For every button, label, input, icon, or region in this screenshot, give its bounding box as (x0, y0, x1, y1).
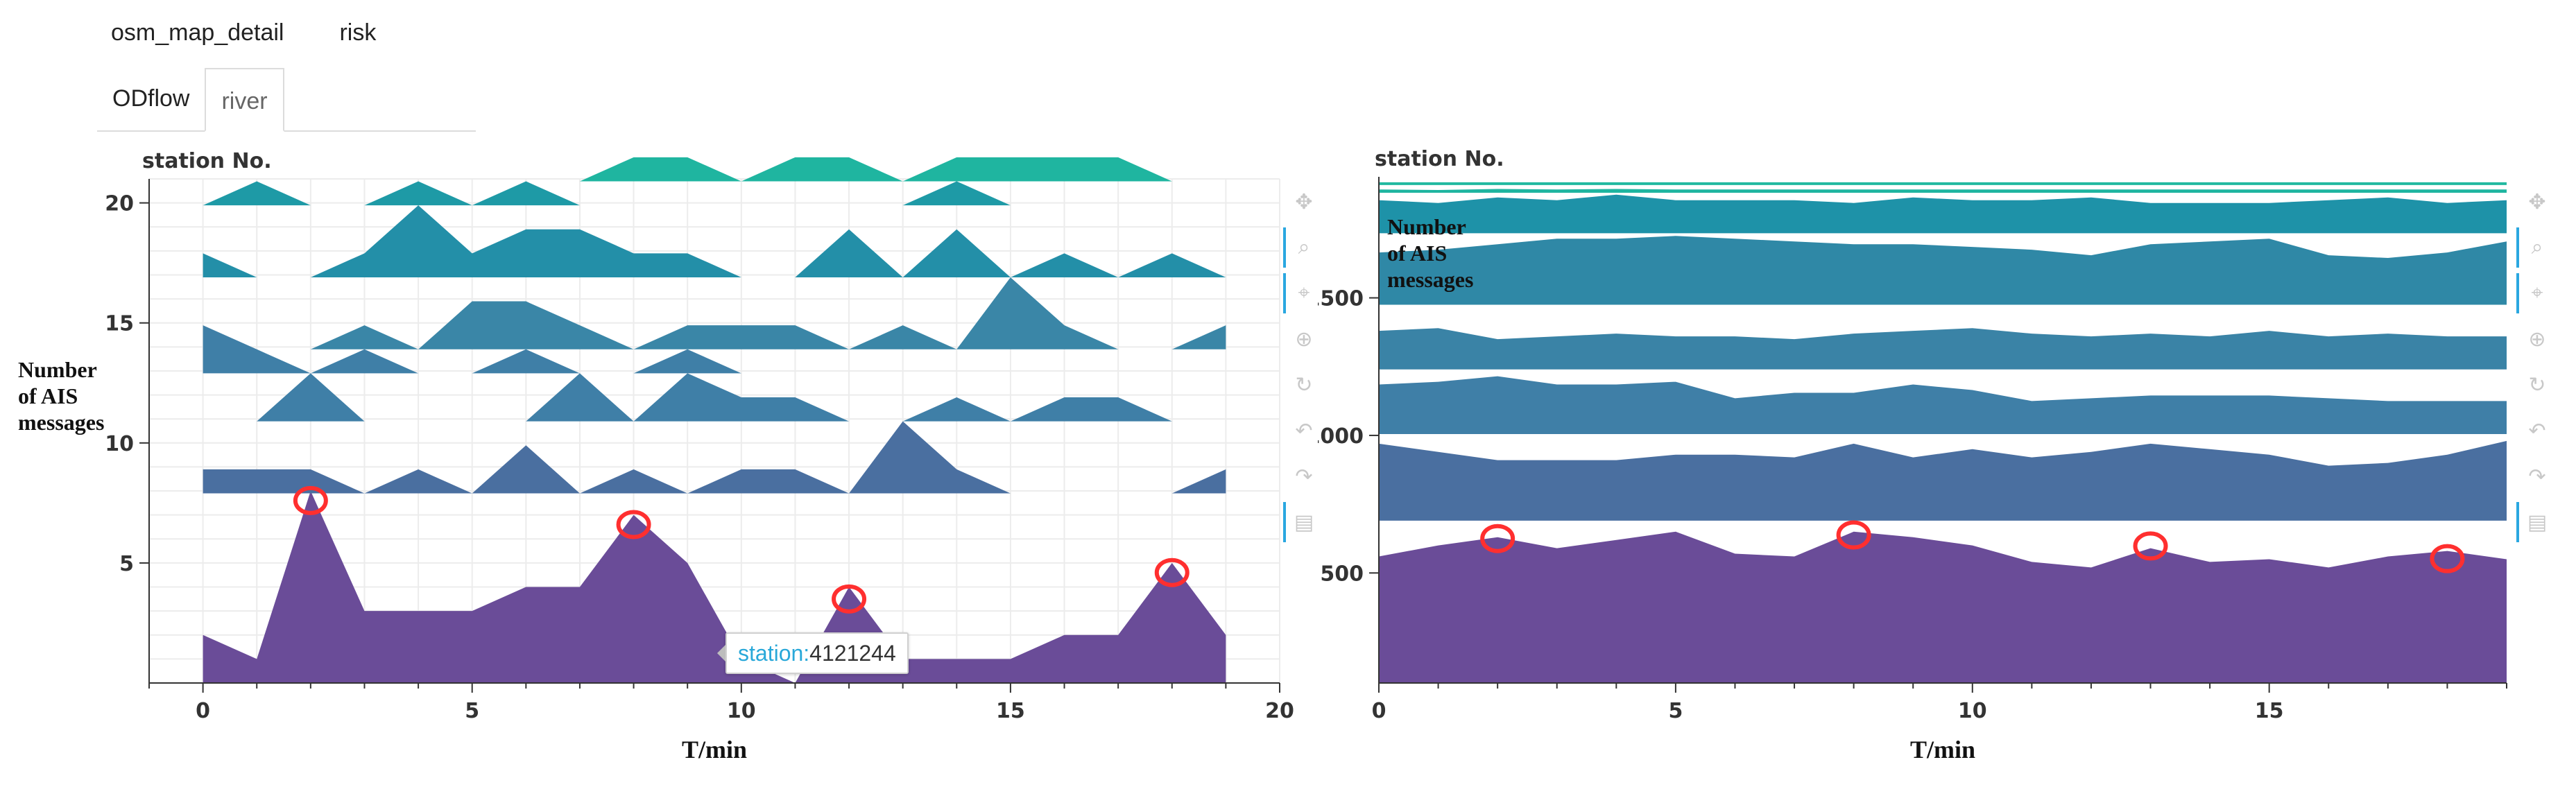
left-chart[interactable]: 0 5 10 15 20 5 10 15 20 station No. T/min Numberof … (0, 0, 1304, 787)
y-tick-label: 10 (105, 432, 134, 456)
highlight-circle[interactable] (616, 510, 651, 539)
reset-icon[interactable]: ↻ (2528, 373, 2546, 397)
highlight-circle[interactable] (1480, 524, 1515, 553)
tab-odflow[interactable]: ODflow (112, 85, 190, 112)
area-series-5[interactable] (203, 205, 1226, 277)
x-tick-label: 15 (2255, 699, 2284, 723)
y-tick-label: 5 (119, 552, 134, 576)
left-chart-toolbar: ✥ ⌕ ⌖ ⊕ ↻ ↶ ↷ ▤ (1283, 179, 1321, 545)
x-tick-label: 20 (1265, 699, 1294, 723)
tab-river[interactable]: river (205, 68, 284, 132)
x-tick-label: 0 (1372, 699, 1386, 723)
tooltip-colon: : (803, 641, 810, 666)
area-series-6[interactable] (203, 181, 1226, 206)
box-zoom-icon[interactable]: ⌕ (1283, 225, 1319, 270)
area-series-4[interactable] (203, 277, 1226, 349)
area-series-7[interactable] (1379, 182, 2507, 185)
y-tick-label: 1000 (1318, 424, 1364, 449)
x-axis-label: T/min (1910, 736, 1975, 763)
station-tooltip: station:4121244 (717, 632, 909, 674)
x-tick-label: 10 (1958, 699, 1987, 723)
x-tick-label: 5 (465, 699, 479, 723)
redo-icon[interactable]: ↷ (2528, 465, 2546, 488)
y-axis-label: messages (1387, 267, 1473, 292)
area-series-1[interactable] (1379, 440, 2507, 521)
tooltip-value: 4121244 (809, 641, 896, 666)
menu-osm-map-detail[interactable]: osm_map_detail (111, 19, 284, 46)
wheel-zoom-icon[interactable]: ⌖ (1283, 270, 1319, 316)
x-tick-label: 5 (1668, 699, 1683, 723)
x-tick-label: 0 (196, 699, 210, 723)
area-series-0[interactable] (203, 491, 1226, 683)
menu-risk[interactable]: risk (339, 19, 377, 46)
highlight-circle[interactable] (2430, 544, 2465, 573)
area-series-1[interactable] (203, 421, 1226, 494)
chart-title: station No. (1375, 147, 1504, 171)
box-zoom-icon[interactable]: ⌕ (2516, 225, 2552, 270)
chart-title: station No. (142, 149, 272, 173)
zoom-in-icon[interactable]: ⊕ (1295, 327, 1313, 351)
tooltip-key: station (738, 641, 804, 666)
tab-bar: ODflow river (97, 67, 476, 132)
highlight-circle[interactable] (293, 485, 328, 515)
undo-icon[interactable]: ↶ (1295, 419, 1313, 442)
area-series-5[interactable] (1379, 194, 2507, 234)
x-axis-label: T/min (682, 736, 747, 763)
x-tick-label: 10 (727, 699, 756, 723)
highlight-circle[interactable] (2133, 531, 2168, 561)
area-series-3[interactable] (1379, 328, 2507, 370)
pan-icon[interactable]: ✥ (2528, 190, 2546, 214)
right-chart-toolbar: ✥ ⌕ ⌖ ⊕ ↻ ↶ ↷ ▤ (2516, 179, 2554, 545)
area-series-3[interactable] (203, 325, 1226, 374)
y-tick-label: 500 (1320, 562, 1364, 586)
undo-icon[interactable]: ↶ (2528, 419, 2546, 442)
save-icon[interactable]: ▤ (2516, 499, 2552, 545)
wheel-zoom-icon[interactable]: ⌖ (2516, 270, 2552, 316)
right-chart[interactable]: 0 5 10 15 500 1000 1500 station No. T/min Numbero… (1318, 0, 2576, 787)
y-tick-label: 15 (105, 312, 134, 336)
y-axis-label: Number (18, 357, 97, 382)
top-menu: osm_map_detail risk (111, 15, 376, 50)
area-series-4[interactable] (1379, 236, 2507, 305)
area-series-2[interactable] (1379, 376, 2507, 434)
y-axis-label: messages (18, 410, 104, 435)
area-series-0[interactable] (1379, 531, 2507, 683)
highlight-circle[interactable] (1836, 520, 1871, 550)
area-series-2[interactable] (203, 373, 1226, 422)
pan-icon[interactable]: ✥ (1295, 190, 1313, 214)
highlight-circle[interactable] (1154, 557, 1190, 587)
y-axis-label: of AIS (1387, 241, 1447, 266)
save-icon[interactable]: ▤ (1283, 499, 1319, 545)
area-series-7[interactable] (203, 157, 1226, 182)
y-tick-label: 1500 (1318, 287, 1364, 311)
y-axis-label: Number (1387, 214, 1466, 239)
y-axis-label: of AIS (18, 383, 78, 408)
area-series-6[interactable] (1379, 189, 2507, 193)
y-tick-label: 20 (105, 192, 134, 216)
zoom-in-icon[interactable]: ⊕ (2528, 327, 2546, 351)
reset-icon[interactable]: ↻ (1295, 373, 1313, 397)
highlight-circle[interactable] (832, 584, 867, 614)
x-tick-label: 15 (996, 699, 1025, 723)
redo-icon[interactable]: ↷ (1295, 465, 1313, 488)
